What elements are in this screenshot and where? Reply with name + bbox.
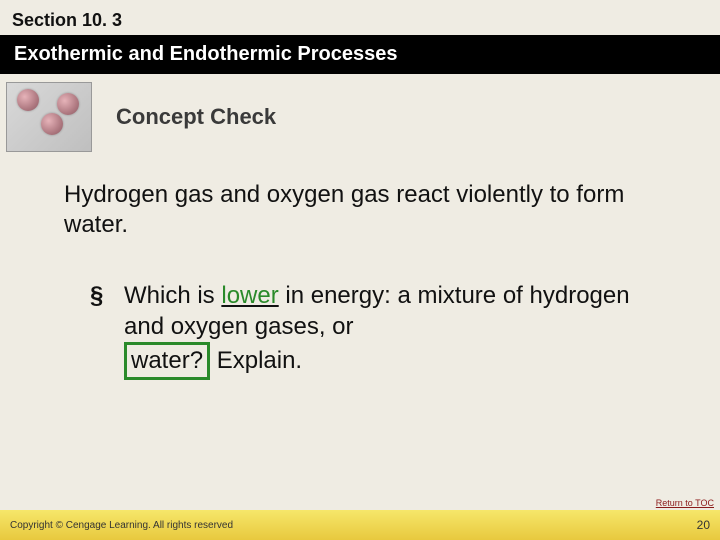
section-label: Section 10. 3 — [0, 0, 720, 35]
bullet-post: Explain. — [210, 347, 302, 374]
bullet-pre: Which is — [124, 282, 221, 309]
intro-text: Hydrogen gas and oxygen gas react violen… — [64, 180, 650, 240]
page-number: 20 — [697, 518, 710, 532]
bullet-symbol: § — [64, 280, 124, 311]
concept-thumbnail — [6, 82, 92, 152]
body-area: Hydrogen gas and oxygen gas react violen… — [0, 160, 720, 380]
copyright-text: Copyright © Cengage Learning. All rights… — [10, 520, 233, 531]
bullet-text: Which is lower in energy: a mixture of h… — [124, 280, 650, 380]
boxed-word: water? — [124, 342, 210, 379]
bullet-green-word: lower — [221, 282, 278, 309]
concept-row: Concept Check — [0, 74, 720, 160]
return-to-toc-link[interactable]: Return to TOC — [656, 498, 714, 508]
concept-check-heading: Concept Check — [116, 104, 276, 130]
title-bar: Exothermic and Endothermic Processes — [0, 35, 720, 74]
bullet-item: § Which is lower in energy: a mixture of… — [64, 280, 650, 380]
footer-bar: Copyright © Cengage Learning. All rights… — [0, 510, 720, 540]
